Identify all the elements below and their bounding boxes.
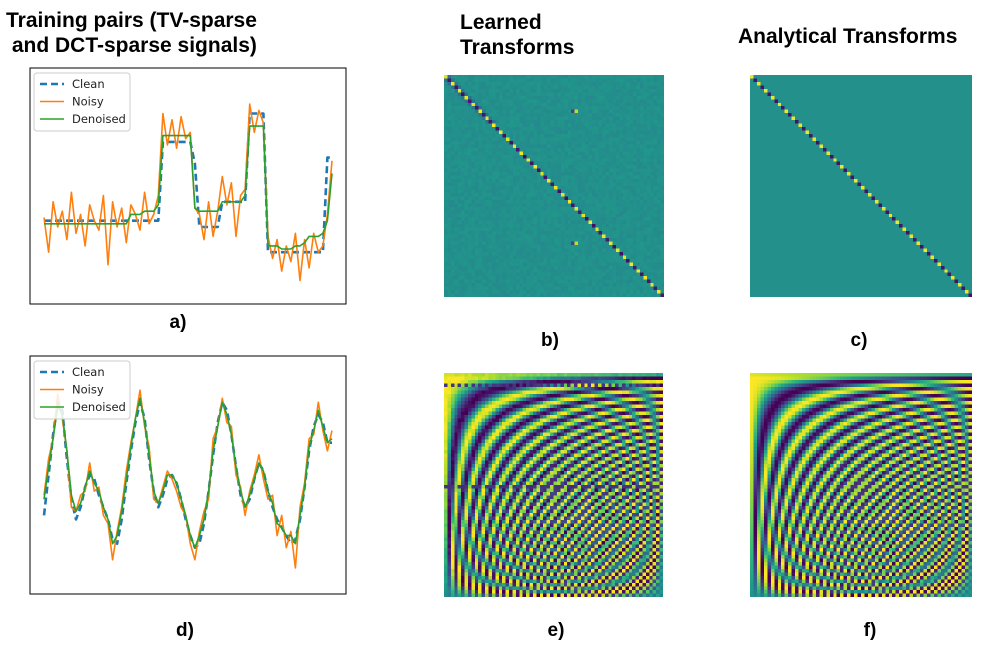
line-chart-d: Clean Noisy Denoised (29, 355, 347, 595)
legend-label-noisy-d: Noisy (72, 383, 104, 397)
series-denoised-d (43, 397, 333, 549)
legend-box-a (33, 72, 131, 132)
heatmap-f-analytical-dct (750, 373, 972, 597)
heatmap-b-learned-identity (444, 75, 664, 297)
panel-label-c: c) (850, 330, 868, 351)
line-chart-a: Clean Noisy Denoised (29, 67, 347, 305)
legend-label-denoised-d: Denoised (72, 400, 126, 414)
legend-box-d (33, 360, 131, 420)
legend-label-denoised-a: Denoised (72, 112, 126, 126)
legend-label-clean-a: Clean (72, 77, 105, 91)
heatmap-c-analytical-identity (750, 75, 972, 297)
title-analytical-transforms: Analytical Transforms (738, 25, 958, 48)
series-clean-a (44, 112, 332, 254)
title-training-pairs: Training pairs (TV-sparse and DCT-sparse… (6, 9, 257, 57)
panel-label-a: a) (169, 312, 187, 333)
panel-label-b: b) (541, 330, 559, 351)
legend-label-noisy-a: Noisy (72, 95, 104, 109)
heatmap-e-learned-dct (444, 373, 663, 597)
legend-label-clean-d: Clean (72, 365, 105, 379)
panel-label-e: e) (547, 620, 565, 641)
title-learned-transforms: Learned Transforms (460, 11, 575, 59)
panel-label-f: f) (863, 620, 877, 641)
panel-label-d: d) (176, 620, 194, 641)
series-denoised-a (44, 125, 333, 250)
